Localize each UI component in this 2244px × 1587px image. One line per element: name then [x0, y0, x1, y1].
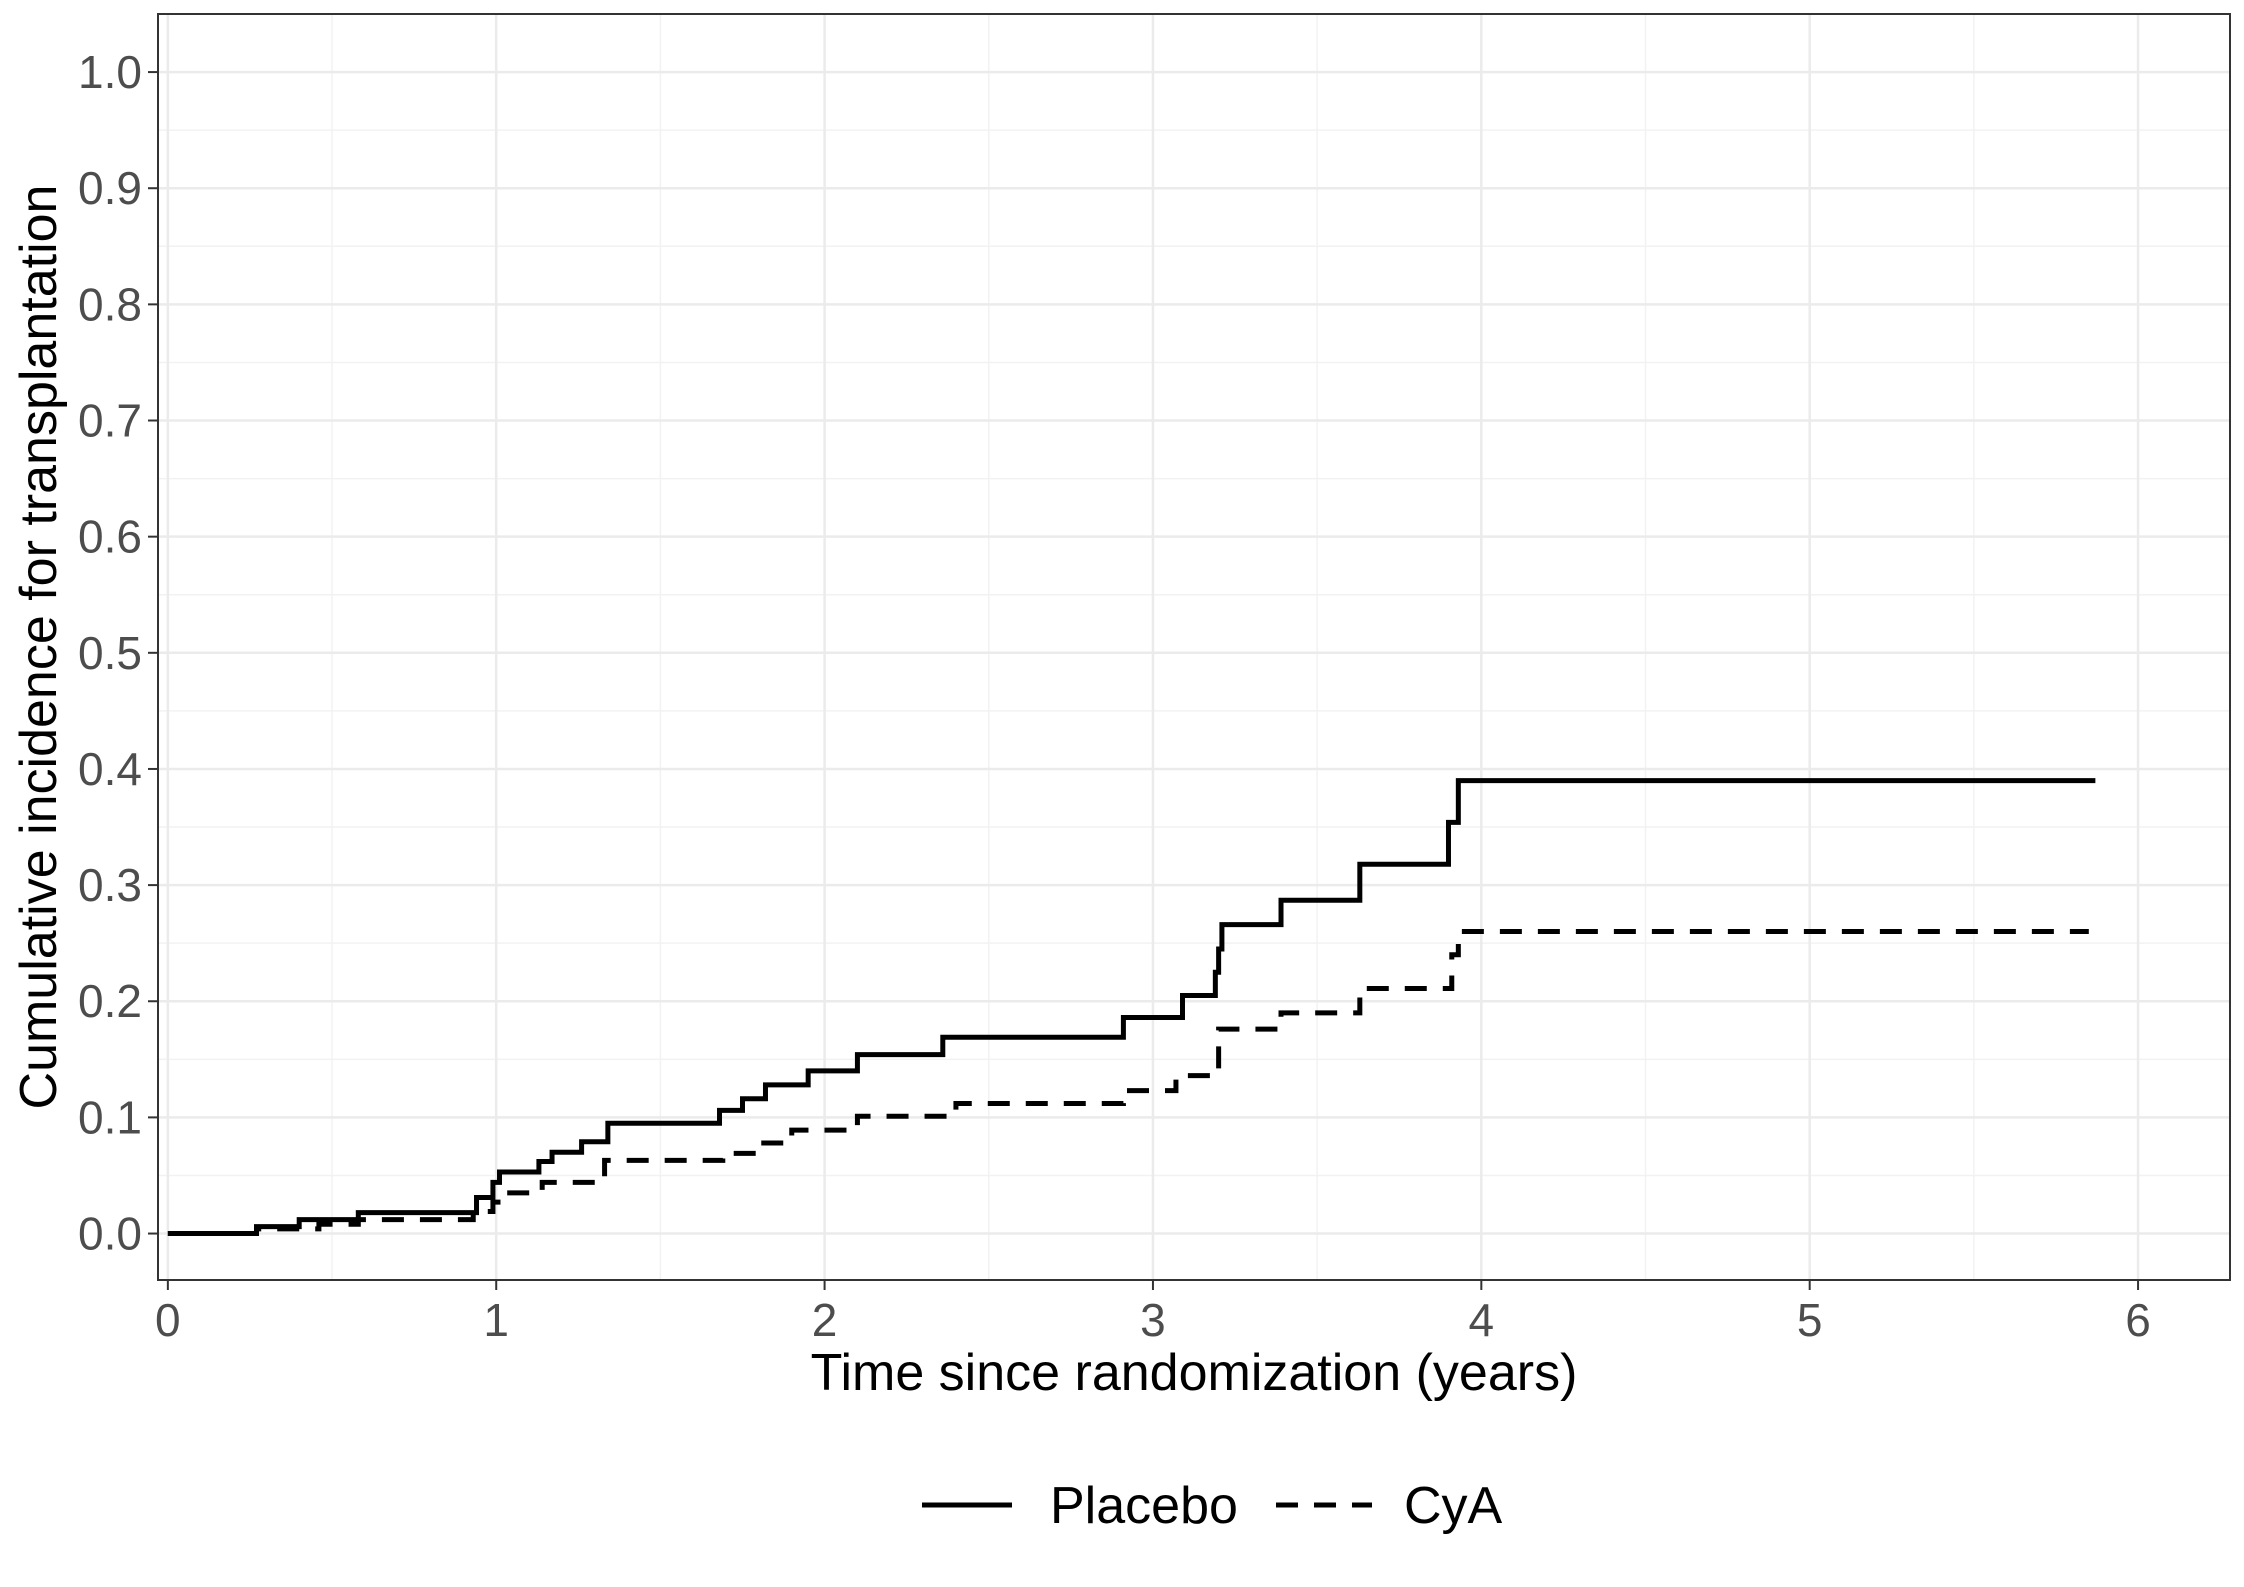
legend: Placebo CyA	[922, 1477, 1503, 1535]
x-tick-label: 5	[1797, 1294, 1823, 1346]
axis-ticks: 0 1 2 3 4 5 6 0.0 0.1 0.2 0.3 0.4 0.5 0.6 0.7 0.8 0.9 1.0	[78, 46, 2151, 1346]
y-tick-label: 0.1	[78, 1091, 142, 1143]
x-tick-label: 4	[1469, 1294, 1495, 1346]
y-tick-label: 1.0	[78, 46, 142, 98]
y-tick-label: 0.3	[78, 859, 142, 911]
y-tick-label: 0.9	[78, 162, 142, 214]
legend-label-placebo: Placebo	[1050, 1477, 1238, 1535]
x-axis-title: Time since randomization (years)	[811, 1344, 1578, 1402]
y-tick-label: 0.7	[78, 395, 142, 447]
y-axis-title: Cumulative incidence for transplantation	[10, 185, 68, 1110]
legend-label-cya: CyA	[1404, 1477, 1503, 1535]
x-tick-label: 2	[812, 1294, 838, 1346]
y-tick-label: 0.0	[78, 1208, 142, 1260]
x-tick-label: 1	[483, 1294, 509, 1346]
series-line-cya	[167, 929, 2089, 1237]
series-line-placebo	[167, 778, 2096, 1237]
y-tick-label: 0.5	[78, 627, 142, 679]
y-tick-label: 0.8	[78, 278, 142, 330]
x-tick-label: 6	[2125, 1294, 2151, 1346]
x-tick-label: 3	[1140, 1294, 1166, 1346]
x-tick-label: 0	[155, 1294, 181, 1346]
y-tick-label: 0.4	[78, 743, 142, 795]
data-series	[167, 778, 2096, 1237]
y-tick-label: 0.2	[78, 975, 142, 1027]
plot-panel-border	[157, 13, 2231, 1281]
y-tick-label: 0.6	[78, 511, 142, 563]
